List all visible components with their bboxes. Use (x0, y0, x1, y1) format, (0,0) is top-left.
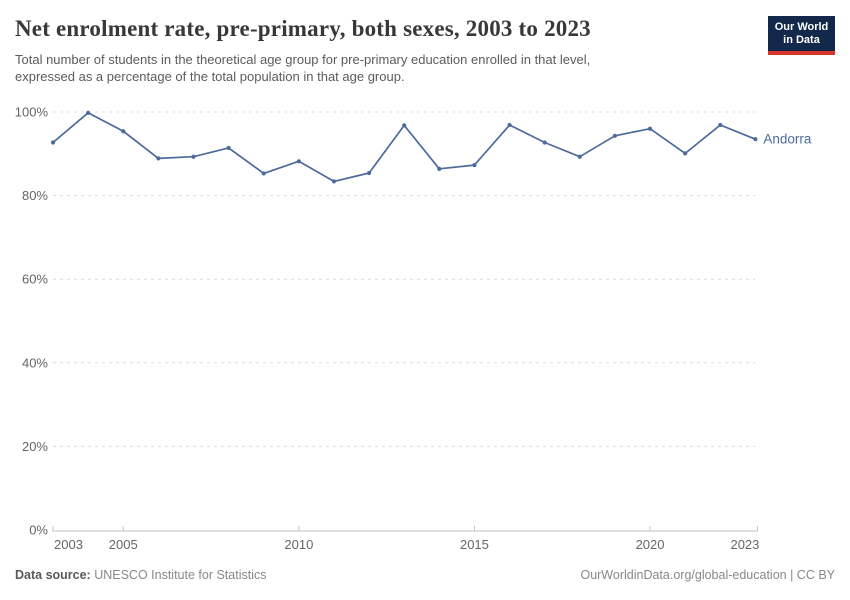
data-point (718, 122, 723, 128)
data-source-label: Data source: (15, 568, 91, 582)
data-point (226, 145, 231, 151)
data-point (683, 151, 688, 156)
data-point (50, 140, 56, 145)
owid-logo-line2: in Data (783, 34, 820, 46)
y-tick-label: 60% (22, 272, 48, 287)
x-tick-label: 2015 (460, 537, 489, 552)
chart-title: Net enrolment rate, pre-primary, both se… (15, 16, 591, 41)
owid-logo-line1: Our World (774, 21, 829, 33)
series-label-andorra[interactable]: Andorra (763, 132, 812, 147)
data-point (472, 162, 477, 168)
x-tick-label: 2023 (730, 537, 759, 552)
data-point (86, 110, 91, 115)
y-tick-label: 40% (22, 355, 48, 370)
data-point (753, 137, 758, 142)
y-tick-label: 80% (22, 188, 48, 203)
data-point (577, 154, 582, 159)
data-point (542, 140, 547, 145)
data-source-note: Data source: UNESCO Institute for Statis… (15, 568, 266, 582)
y-tick-label: 0% (29, 523, 48, 538)
data-point (331, 179, 337, 184)
series-line-andorra[interactable] (52, 111, 756, 183)
data-point (261, 171, 266, 176)
data-point (507, 122, 512, 128)
x-tick-label: 2003 (54, 537, 83, 552)
data-point (296, 159, 301, 164)
data-point (191, 154, 196, 159)
data-point (612, 133, 618, 138)
data-point (402, 123, 407, 128)
chart-subtitle: Total number of students in the theoreti… (15, 52, 705, 85)
data-point (647, 126, 653, 131)
x-tick-label: 2010 (284, 537, 313, 552)
chart-subtitle-line2: expressed as a percentage of the total p… (15, 68, 405, 84)
attribution-link[interactable]: OurWorldinData.org/global-education | CC… (580, 568, 835, 582)
data-point (121, 129, 126, 134)
data-point (366, 170, 372, 176)
x-tick-label: 2020 (636, 537, 665, 552)
x-tick-label: 2005 (109, 537, 138, 552)
owid-logo[interactable]: Our World in Data (768, 16, 835, 55)
data-point (437, 166, 442, 171)
y-tick-label: 100% (15, 105, 49, 120)
data-point (156, 156, 161, 161)
chart-footer: Data source: UNESCO Institute for Statis… (15, 568, 835, 582)
x-axis (52, 526, 758, 532)
y-tick-label: 20% (22, 439, 48, 454)
data-source-value: UNESCO Institute for Statistics (90, 568, 267, 582)
chart-subtitle-line1: Total number of students in the theoreti… (15, 52, 591, 67)
